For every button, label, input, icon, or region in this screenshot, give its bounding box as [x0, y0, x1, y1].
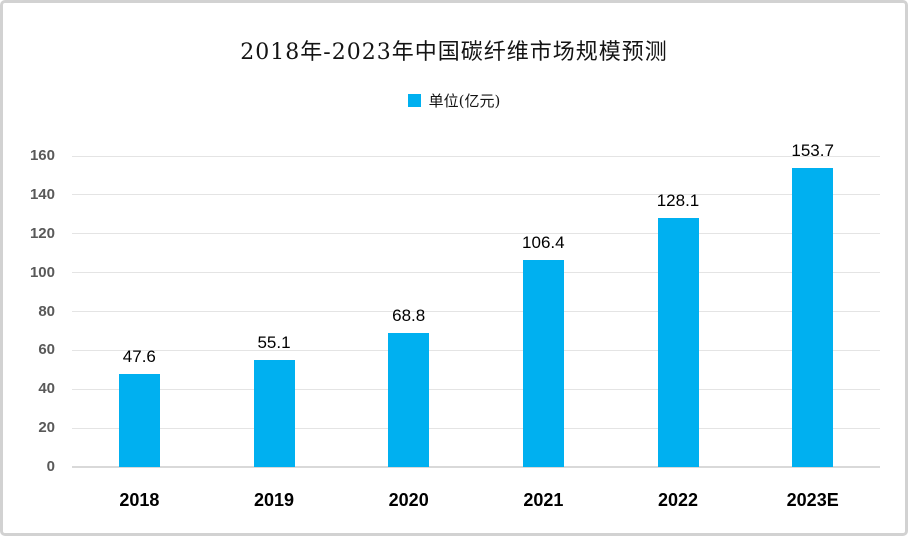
bar-2019 [253, 359, 295, 467]
x-axis: 2018 2019 2020 2021 2022 2023E [72, 490, 880, 511]
bar-value-label: 128.1 [656, 191, 700, 211]
y-axis-tick-label: 140 [29, 185, 55, 203]
gridline [72, 311, 880, 312]
y-axis: 0 20 40 60 80 100 120 140 160 [3, 147, 63, 475]
x-axis-category-label: 2021 [523, 490, 564, 510]
x-axis-category-label: 2019 [253, 490, 295, 510]
y-axis-tick-label: 160 [29, 147, 55, 164]
y-axis-tick-label: 40 [38, 380, 55, 398]
gridline [72, 272, 880, 274]
y-axis-tick-label: 120 [29, 224, 55, 242]
x-axis-category-label: 2018 [119, 490, 160, 510]
chart-title: 2018年-2023年中国碳纤维市场规模预测 [240, 40, 668, 65]
bar-value-label: 106.4 [522, 233, 565, 253]
gridline [72, 155, 880, 157]
y-axis-tick-label: 20 [38, 419, 55, 437]
plot-area: 47.6 55.1 68.8 106.4 128.1 153.7 [72, 141, 880, 468]
y-axis-tick-label: 60 [38, 341, 55, 359]
bar-2023E [792, 168, 834, 467]
y-axis-tick-label: 80 [38, 302, 55, 320]
bar-value-label: 153.7 [791, 141, 834, 161]
y-axis-tick-label: 0 [46, 458, 55, 475]
legend: 单位(亿元) [3, 90, 905, 111]
bar-value-label: 68.8 [392, 306, 426, 326]
gridline [72, 466, 880, 468]
bar-2021 [522, 260, 564, 467]
gridline [72, 349, 880, 351]
gridline [72, 194, 880, 196]
gridline [72, 388, 880, 390]
x-axis-category-label: 2023E [786, 490, 839, 510]
gridline [72, 233, 880, 235]
bar-value-label: 47.6 [122, 347, 156, 367]
bar-2018 [118, 374, 160, 467]
bar-value-label: 55.1 [257, 332, 291, 352]
y-axis-tick-label: 100 [29, 263, 55, 281]
legend-label: 单位(亿元) [428, 92, 501, 110]
bar-2020 [388, 333, 430, 467]
bar-2022 [657, 218, 699, 467]
gridline [72, 427, 880, 429]
x-axis-category-label: 2022 [658, 490, 699, 510]
legend-swatch-icon [407, 94, 421, 107]
x-axis-category-label: 2020 [388, 490, 429, 510]
